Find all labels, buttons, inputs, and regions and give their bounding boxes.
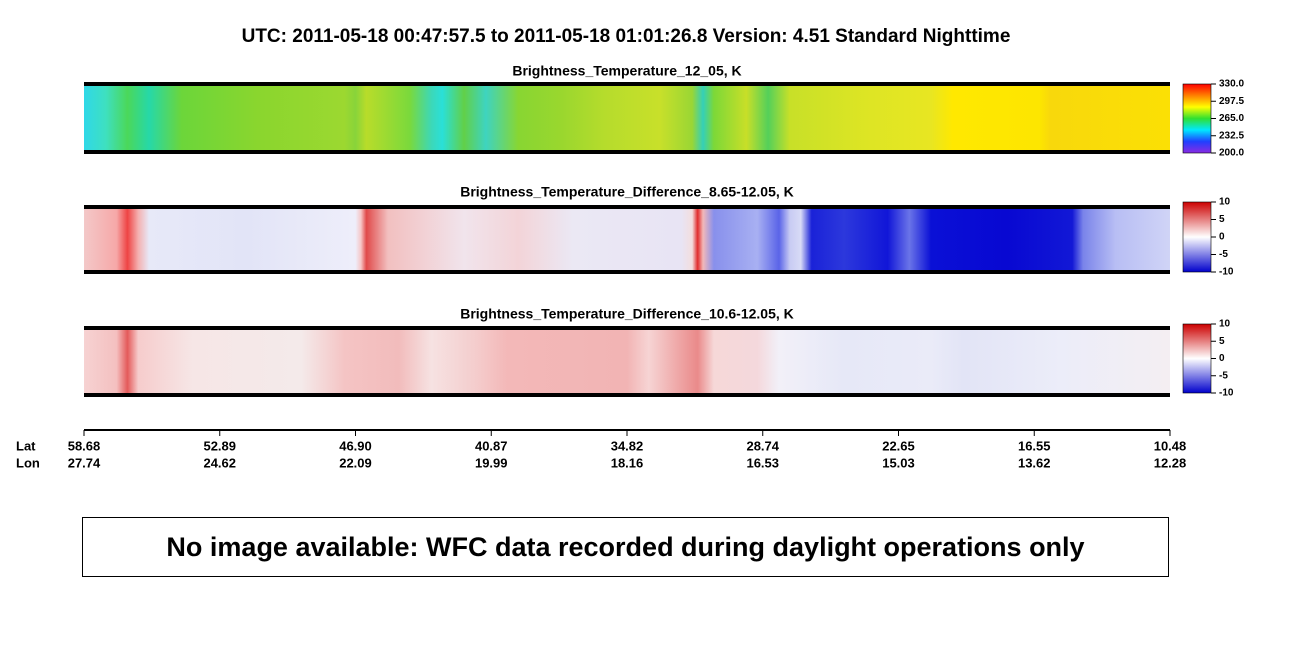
lat-label: 52.89 [203,438,236,453]
lat-label: 10.48 [1154,438,1187,453]
colorbar-tick-label: 330.0 [1219,79,1244,90]
colorbar [1182,83,1212,154]
lat-label: 16.55 [1018,438,1051,453]
lat-label: 22.65 [882,438,915,453]
lon-label: 13.62 [1018,455,1051,470]
colorbar-tick-label: 5 [1219,336,1225,347]
page-title: UTC: 2011-05-18 00:47:57.5 to 2011-05-18… [242,26,1011,47]
panel-title: Brightness_Temperature_Difference_10.6-1… [460,306,794,322]
colorbar-tick-label: 10 [1219,319,1231,330]
colorbar-tick-label: 5 [1219,214,1225,225]
colorbar-tick-label: 297.5 [1219,96,1244,107]
colorbar-tick-label: 232.5 [1219,130,1244,141]
colorbar-tick-label: -10 [1219,267,1234,278]
colorbar-tick-label: -10 [1219,388,1234,399]
colorbar-tick-label: 265.0 [1219,113,1244,124]
heatmap-image [84,326,1170,397]
lon-label: 27.74 [68,455,101,470]
lon-label: 19.99 [475,455,508,470]
colorbar-tick-label: 200.0 [1219,148,1244,159]
lat-label: 58.68 [68,438,101,453]
lat-label: 40.87 [475,438,508,453]
lon-label: 15.03 [882,455,915,470]
axis-row-label: Lon [16,455,40,470]
heatmap-image [84,205,1170,274]
axis-row-label: Lat [16,438,36,453]
colorbar-tick-label: -5 [1219,370,1228,381]
panel-title: Brightness_Temperature_Difference_8.65-1… [460,184,794,200]
colorbar-tick-label: 10 [1219,197,1231,208]
lon-label: 22.09 [339,455,372,470]
lat-label: 28.74 [746,438,779,453]
lat-label: 46.90 [339,438,372,453]
notice: No image available: WFC data recorded du… [82,517,1169,577]
lon-label: 12.28 [1154,455,1187,470]
lon-label: 24.62 [203,455,236,470]
colorbar-tick-label: 0 [1219,353,1225,364]
colorbar-tick-label: -5 [1219,249,1228,260]
colorbar [1182,201,1212,273]
lon-label: 16.53 [746,455,779,470]
lon-label: 18.16 [611,455,644,470]
colorbar [1182,323,1212,394]
panel-title: Brightness_Temperature_12_05, K [512,63,741,79]
heatmap-image [84,82,1170,154]
colorbar-tick-label: 0 [1219,232,1225,243]
lat-label: 34.82 [611,438,644,453]
